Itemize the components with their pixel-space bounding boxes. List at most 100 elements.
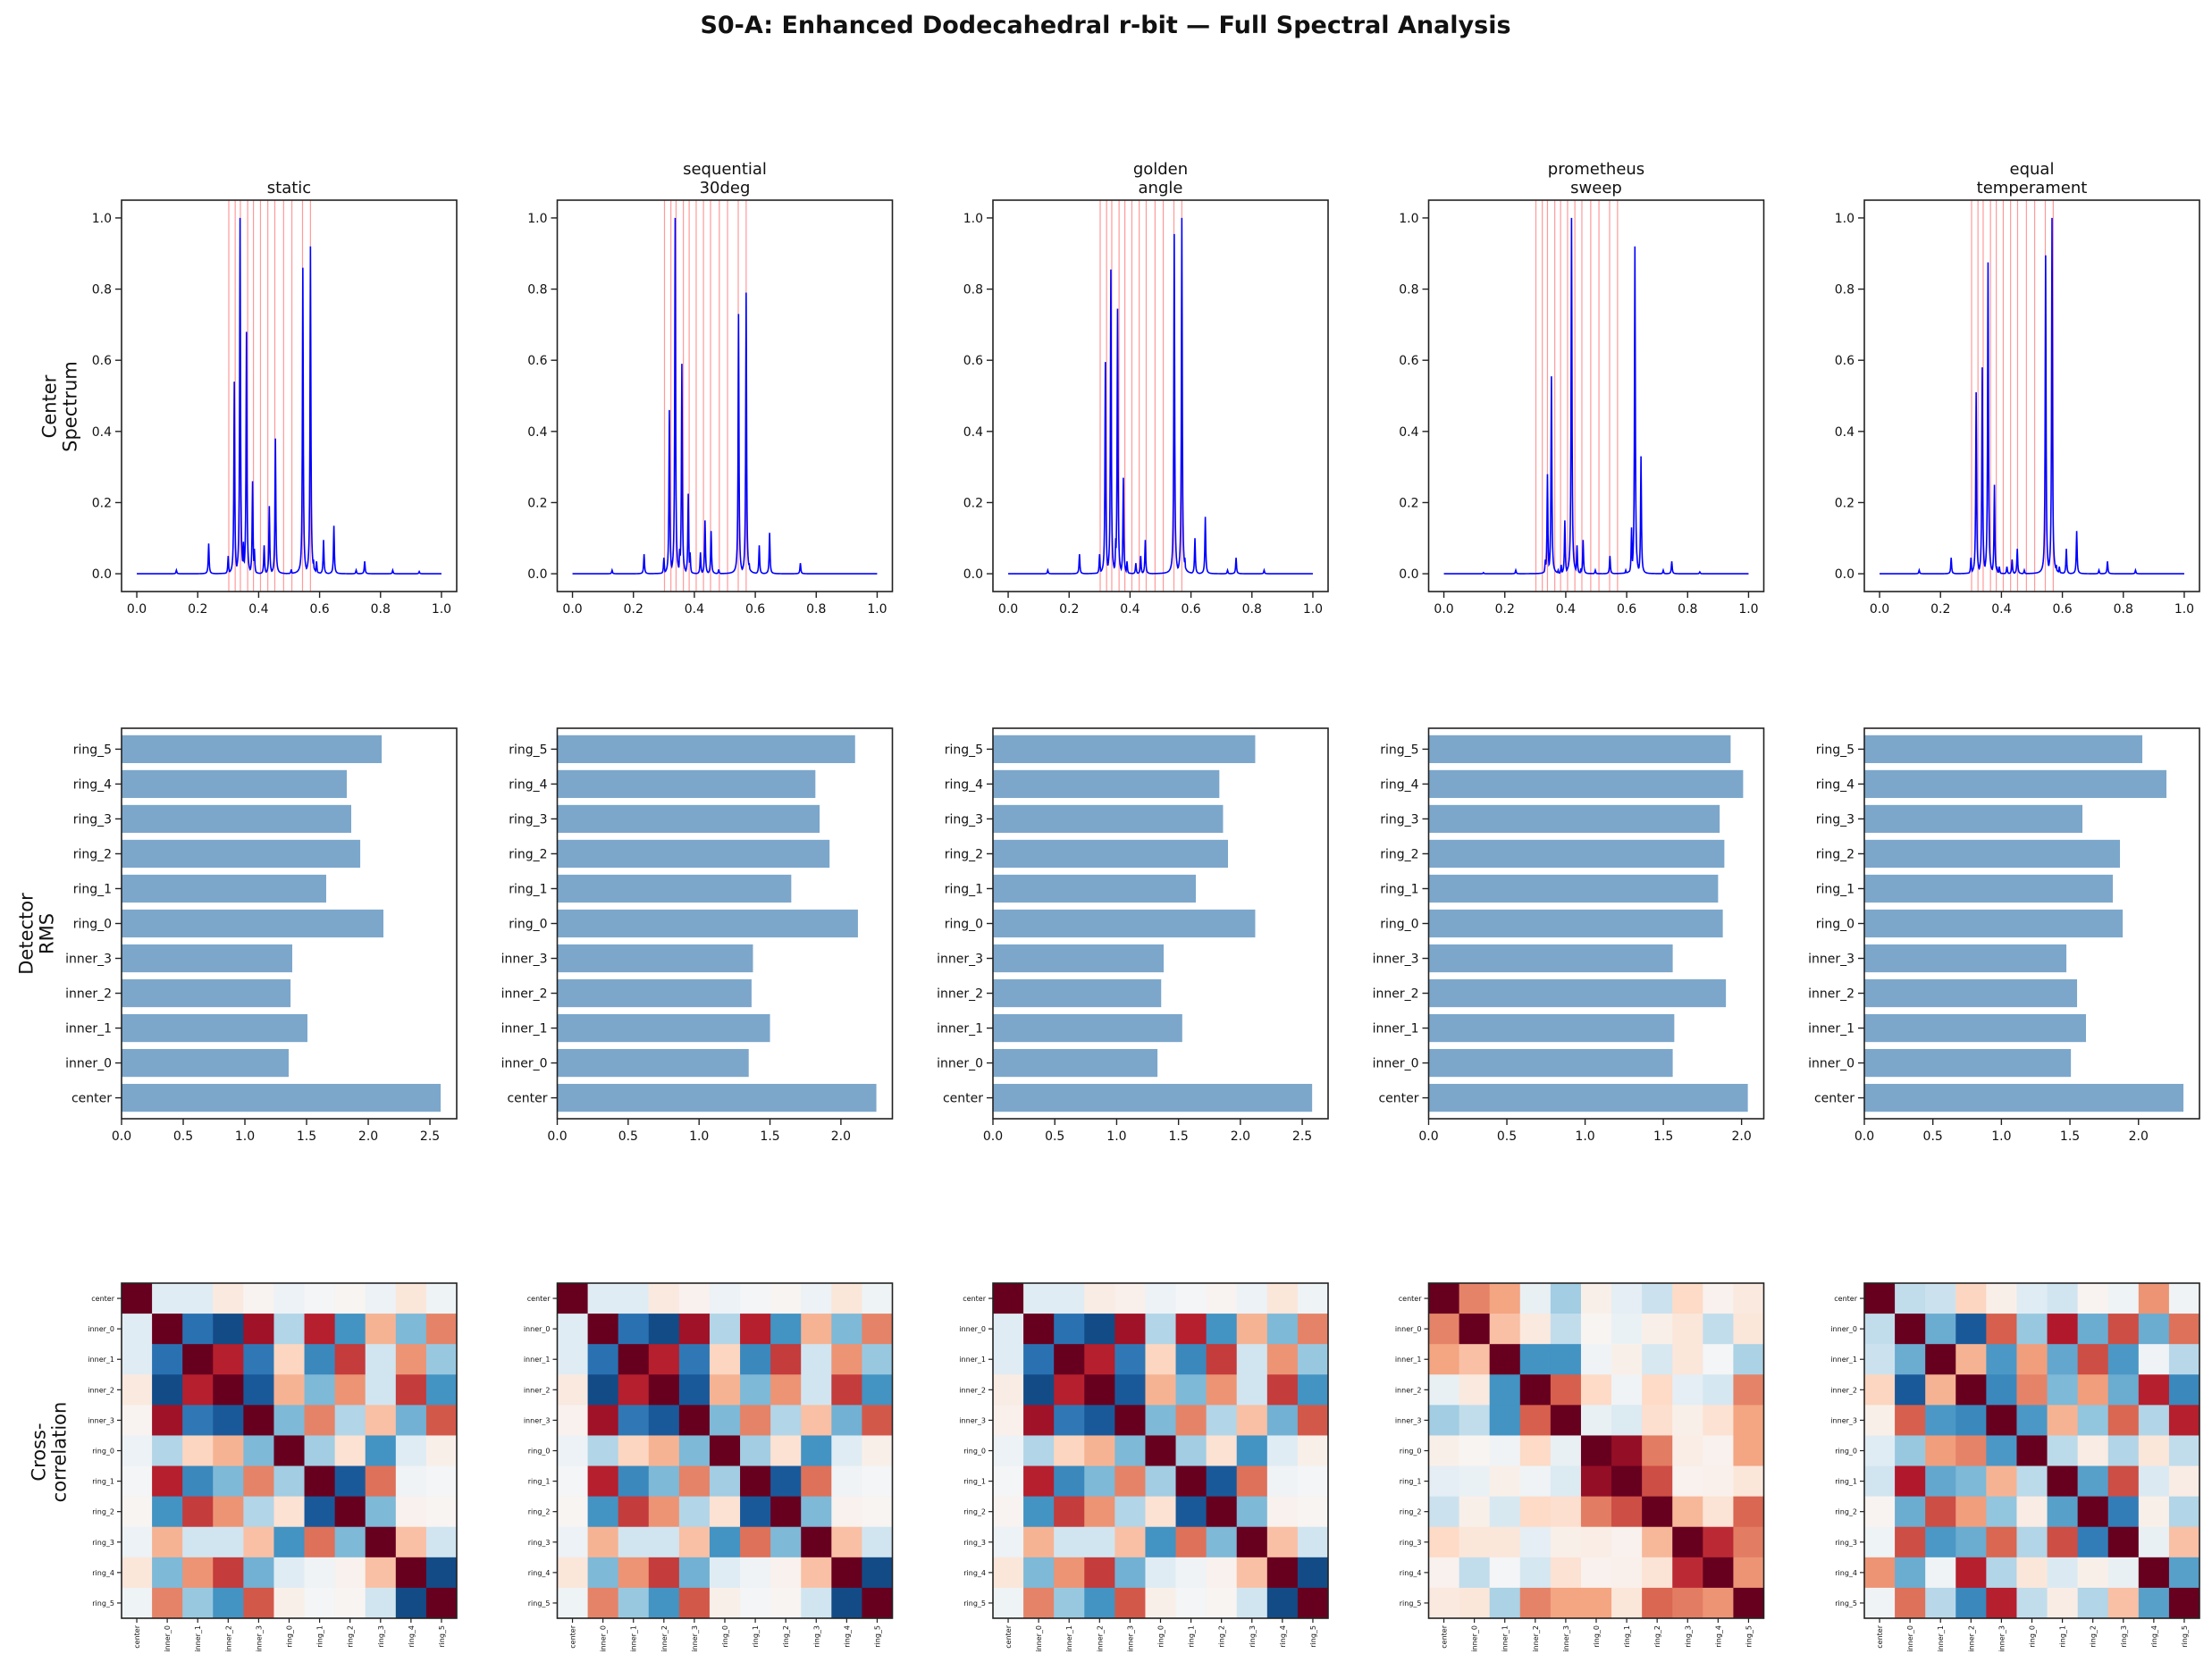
heatmap-cell [1550, 1405, 1582, 1436]
heatmap-cell [1895, 1344, 1926, 1375]
x-tick-label: 0.0 [983, 1129, 1003, 1144]
heatmap-cell [2138, 1557, 2170, 1589]
x-tick-label: 0.0 [112, 1129, 131, 1144]
heatmap-cell [1236, 1314, 1268, 1345]
heatmap-cell [1084, 1344, 1115, 1375]
heatmap-cell [182, 1465, 214, 1498]
x-tick-label: 0.4 [1556, 602, 1576, 617]
heatmap-cell [557, 1283, 589, 1314]
heatmap-cell [2077, 1405, 2109, 1436]
heatmap-cell [1642, 1283, 1673, 1314]
bar-inner_2 [1428, 978, 1727, 1008]
x-tick-label: inner_0 [164, 1625, 172, 1652]
heatmap-cell [152, 1526, 183, 1558]
heatmap-cell [1733, 1405, 1764, 1436]
heatmap-cell [740, 1405, 771, 1436]
heatmap-cell [1642, 1435, 1673, 1467]
heatmap-cell [678, 1496, 711, 1528]
y-tick-label: ring_5 [528, 1599, 551, 1608]
heatmap-cell [1206, 1435, 1238, 1467]
heatmap-cell [334, 1405, 366, 1436]
x-tick-label: 1.0 [867, 602, 887, 617]
heatmap-cell [1459, 1587, 1491, 1619]
y-tick-label: inner_1 [1373, 1022, 1419, 1037]
heatmap-cell [1703, 1314, 1734, 1345]
x-tick-label: ring_5 [438, 1625, 446, 1648]
bar-inner_2 [557, 978, 752, 1008]
y-tick-label: ring_3 [1816, 812, 1855, 827]
bar-ring_0 [993, 909, 1256, 938]
y-tick-label: inner_0 [1395, 1325, 1422, 1333]
y-tick-label: 0.4 [963, 425, 983, 440]
bar-chart-4 [1858, 727, 2200, 1125]
heatmap-cell [1023, 1405, 1055, 1436]
heatmap-cell [395, 1283, 427, 1314]
x-tick-label: 0.2 [1495, 602, 1515, 617]
bar-center [993, 1083, 1313, 1112]
heatmap-cell [618, 1374, 650, 1406]
y-tick-label: ring_0 [1816, 918, 1855, 932]
heatmap-cell [1489, 1526, 1521, 1558]
heatmap-cell [678, 1435, 711, 1467]
heatmap-cell [831, 1314, 862, 1345]
heatmap-cell [2138, 1283, 2170, 1314]
heatmap-cell [1175, 1405, 1207, 1436]
heatmap-cell [801, 1496, 832, 1528]
heatmap-cell [334, 1496, 366, 1528]
heatmap-cell [425, 1435, 458, 1467]
heatmap-cell [273, 1283, 306, 1314]
y-tick-label: center [527, 1295, 551, 1303]
x-tick-label: 0.8 [1242, 602, 1262, 617]
heatmap-cell [1672, 1587, 1703, 1619]
heatmap-cell [213, 1405, 244, 1436]
y-tick-label: ring_1 [1400, 1478, 1422, 1486]
heatmap-cell [425, 1587, 458, 1619]
line-chart-1 [551, 199, 894, 598]
x-tick-label: ring_1 [2059, 1625, 2067, 1648]
heatmap-cell [587, 1405, 619, 1436]
heatmap-cell [1519, 1314, 1552, 1345]
heatmap-cell [678, 1465, 711, 1498]
heatmap-cell [770, 1587, 802, 1619]
heatmap-cell [1266, 1374, 1299, 1406]
y-tick-label: ring_3 [73, 812, 112, 827]
y-tick-label: 0.8 [1399, 283, 1418, 298]
heatmap-cell [243, 1465, 274, 1498]
heatmap-cell [557, 1374, 589, 1406]
heatmap-cell [1489, 1374, 1521, 1406]
x-tick-label: 0.8 [806, 602, 826, 617]
x-tick-label: 1.0 [689, 1129, 709, 1144]
x-tick-label: 1.0 [1738, 602, 1758, 617]
y-tick-label: ring_0 [1380, 918, 1418, 932]
heatmap-cell [2047, 1526, 2079, 1558]
heatmap-cell [2016, 1435, 2048, 1467]
y-tick-label: inner_2 [937, 987, 983, 1002]
y-tick-label: ring_0 [1835, 1448, 1857, 1456]
x-tick-label: inner_3 [1126, 1625, 1134, 1652]
x-tick-label: ring_5 [873, 1625, 881, 1648]
heatmap-cell [243, 1587, 274, 1619]
heatmap-cell [304, 1374, 336, 1406]
heatmap-cell [213, 1557, 244, 1589]
heatmap-cell [831, 1526, 862, 1558]
heatmap-cell [1266, 1526, 1299, 1558]
x-tick-label: inner_1 [1937, 1625, 1945, 1652]
heatmap-cell [1550, 1465, 1582, 1498]
spectrum-line [1008, 217, 1313, 575]
heatmap-cell [1206, 1557, 1238, 1589]
heatmap-cell [862, 1314, 893, 1345]
y-tick-label: 0.0 [92, 567, 112, 582]
bar-ring_3 [557, 804, 820, 834]
heatmap-cell [1925, 1314, 1956, 1345]
heatmap-cell [740, 1465, 771, 1498]
heatmap-cell [1925, 1557, 1956, 1589]
heatmap-cell [1733, 1344, 1764, 1375]
y-tick-label: ring_4 [73, 777, 112, 792]
heatmap-cell [1519, 1465, 1552, 1498]
heatmap-cell [425, 1496, 458, 1528]
heatmap-cell [1489, 1557, 1521, 1589]
heatmap-cell [2107, 1465, 2140, 1498]
x-tick-label: ring_3 [377, 1625, 385, 1648]
bar-inner_1 [1428, 1013, 1675, 1043]
bar-ring_0 [122, 909, 384, 938]
